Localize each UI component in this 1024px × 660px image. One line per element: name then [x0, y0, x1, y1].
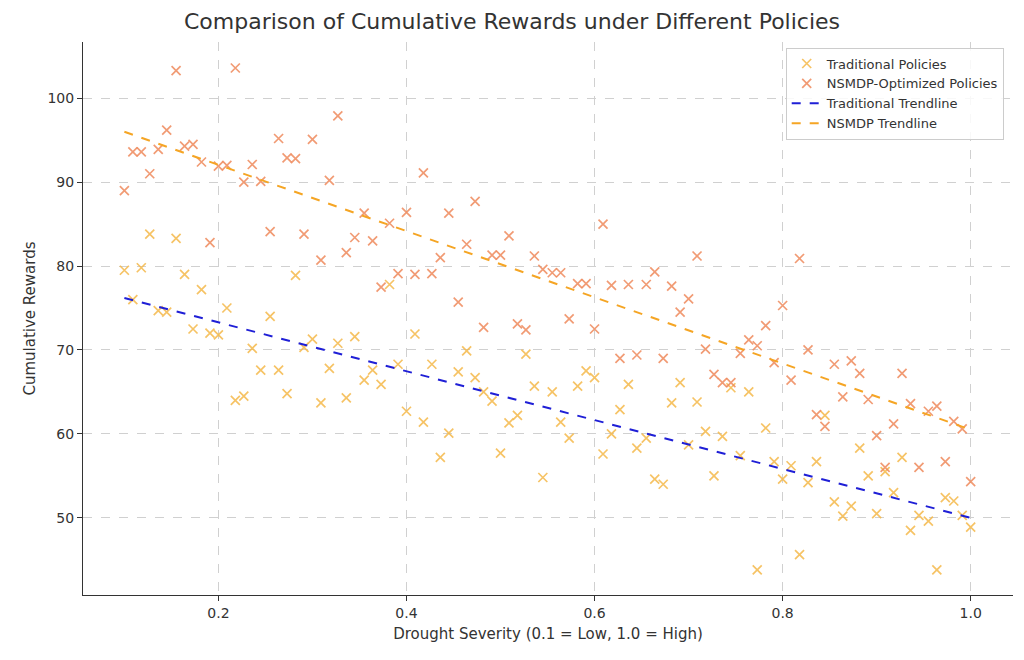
- svg-text:Traditional Trendline: Traditional Trendline: [826, 96, 958, 111]
- svg-text:80: 80: [56, 258, 74, 274]
- svg-text:Cumulative Rewards: Cumulative Rewards: [21, 241, 39, 395]
- svg-text:Comparison of Cumulative Rewar: Comparison of Cumulative Rewards under D…: [184, 9, 840, 34]
- svg-text:0.4: 0.4: [395, 605, 417, 621]
- svg-text:90: 90: [56, 174, 74, 190]
- svg-text:0.2: 0.2: [207, 605, 229, 621]
- svg-text:Traditional Policies: Traditional Policies: [826, 57, 947, 72]
- svg-text:0.8: 0.8: [771, 605, 793, 621]
- svg-text:Drought Severity (0.1 = Low, 1: Drought Severity (0.1 = Low, 1.0 = High): [393, 625, 703, 643]
- svg-text:50: 50: [56, 510, 74, 526]
- svg-text:1.0: 1.0: [960, 605, 982, 621]
- svg-text:100: 100: [47, 90, 74, 106]
- svg-text:60: 60: [56, 426, 74, 442]
- svg-text:0.6: 0.6: [583, 605, 605, 621]
- svg-text:70: 70: [56, 342, 74, 358]
- svg-text:NSMDP-Optimized Policies: NSMDP-Optimized Policies: [827, 76, 998, 91]
- svg-text:NSMDP Trendline: NSMDP Trendline: [827, 116, 937, 131]
